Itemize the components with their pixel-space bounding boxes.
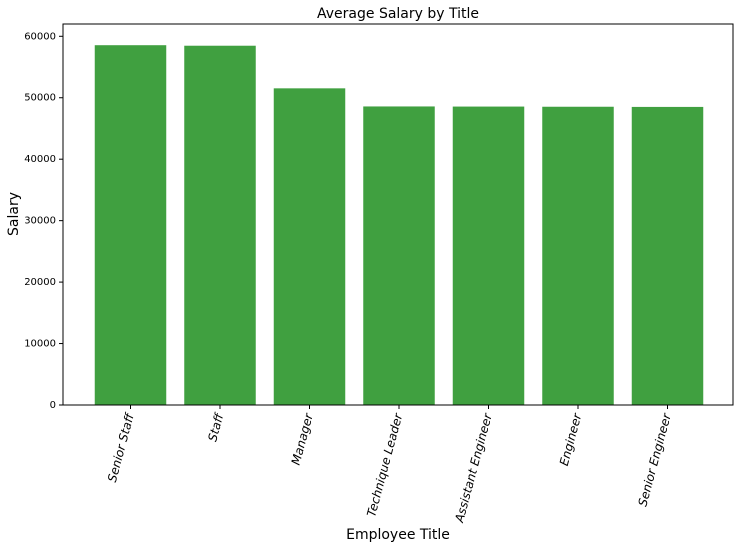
plot-area-frame bbox=[62, 23, 734, 406]
y-tick-label: 40000 bbox=[24, 154, 56, 165]
x-axis-label: Employee Title bbox=[346, 527, 450, 543]
bar-senior-engineer bbox=[631, 106, 704, 406]
x-tick-label: Assistant Engineer bbox=[452, 411, 495, 525]
y-tick-label: 10000 bbox=[24, 339, 56, 350]
y-tick-label: 20000 bbox=[24, 277, 56, 288]
x-tick-label: Senior Engineer bbox=[636, 411, 675, 508]
y-axis-label: Salary bbox=[6, 192, 22, 236]
y-tick-label: 30000 bbox=[24, 216, 56, 227]
y-tick-label: 0 bbox=[50, 400, 56, 411]
x-tick-label: Staff bbox=[205, 411, 226, 443]
bar-assistant-engineer bbox=[452, 106, 525, 406]
x-tick-label: Manager bbox=[289, 411, 316, 466]
y-tick-label: 60000 bbox=[24, 31, 56, 42]
x-tick-label: Engineer bbox=[557, 411, 585, 467]
bar-senior-staff bbox=[94, 45, 167, 405]
bar-technique-leader bbox=[363, 106, 435, 405]
y-tick-label: 50000 bbox=[24, 93, 56, 104]
y-axis-ticks: 0 10000 20000 30000 40000 50000 60000 bbox=[24, 31, 63, 411]
x-tick-label: Senior Staff bbox=[105, 411, 137, 484]
bar-engineer bbox=[542, 106, 614, 405]
x-axis-ticks: Senior Staff Staff Manager Technique Leader… bbox=[105, 405, 674, 525]
bars-group bbox=[94, 45, 704, 406]
bar-staff bbox=[184, 45, 256, 405]
bar-manager bbox=[273, 88, 346, 406]
x-tick-label: Technique Leader bbox=[364, 411, 405, 518]
chart-title: Average Salary by Title bbox=[317, 6, 479, 22]
